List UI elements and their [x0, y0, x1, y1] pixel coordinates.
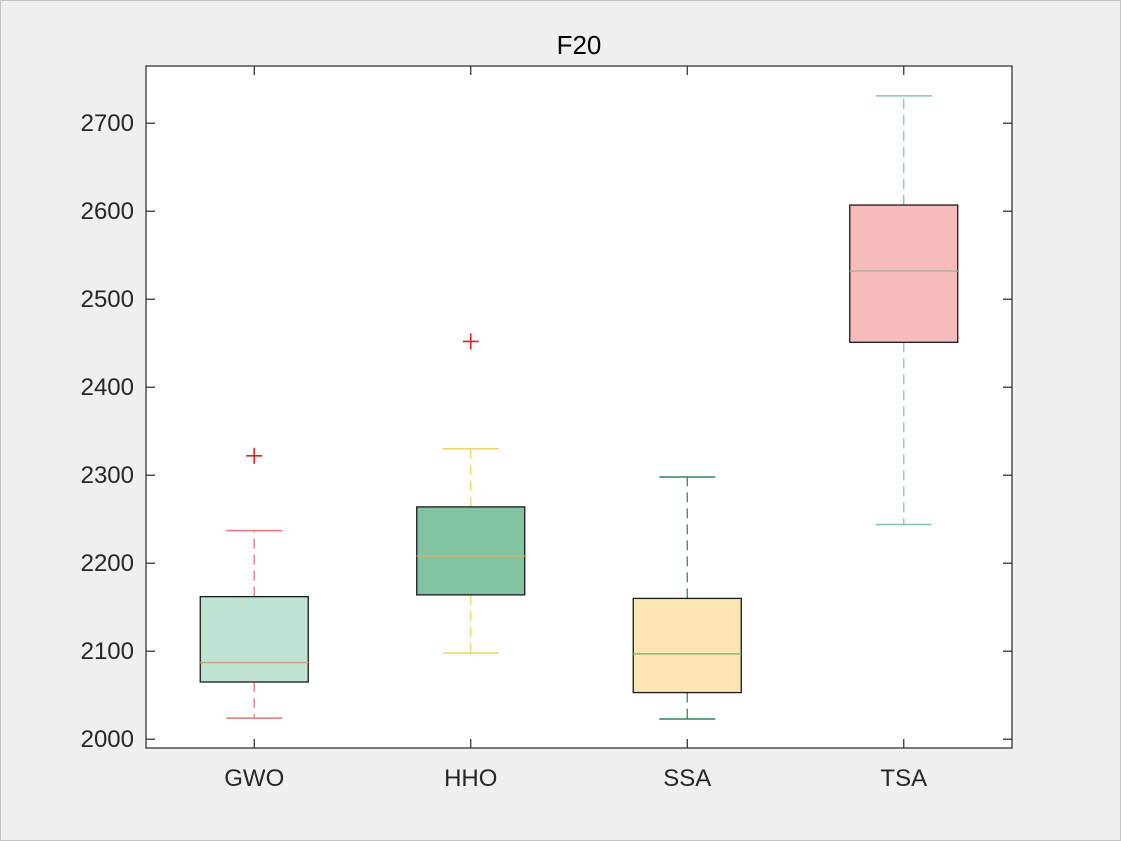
- box-gwo: [199, 447, 309, 719]
- y-tick-label: 2700: [81, 110, 134, 137]
- iqr-box: [849, 204, 959, 343]
- iqr-box: [199, 595, 309, 683]
- iqr-box: [416, 506, 526, 596]
- outlier-marker: [462, 333, 479, 350]
- iqr-box: [632, 597, 742, 694]
- x-tick-label: HHO: [444, 765, 497, 792]
- x-tick-label: TSA: [880, 765, 927, 792]
- chart-title: F20: [557, 30, 602, 60]
- y-tick-label: 2400: [81, 374, 134, 401]
- y-tick-label: 2100: [81, 638, 134, 665]
- y-axis: 2000 2100 2200 2300 2400 2500 2600 2700: [81, 110, 1012, 753]
- box-tsa: [849, 95, 959, 526]
- y-tick-label: 2500: [81, 286, 134, 313]
- box-hho: [416, 333, 526, 654]
- y-tick-label: 2600: [81, 198, 134, 225]
- boxes: [199, 95, 959, 720]
- box-ssa: [632, 476, 742, 720]
- x-tick-label: GWO: [224, 765, 284, 792]
- x-axis: GWO HHO SSA TSA: [224, 66, 927, 792]
- y-tick-label: 2200: [81, 550, 134, 577]
- x-tick-label: SSA: [663, 765, 711, 792]
- y-tick-label: 2300: [81, 462, 134, 489]
- y-tick-label: 2000: [81, 726, 134, 753]
- outlier-marker: [246, 447, 263, 464]
